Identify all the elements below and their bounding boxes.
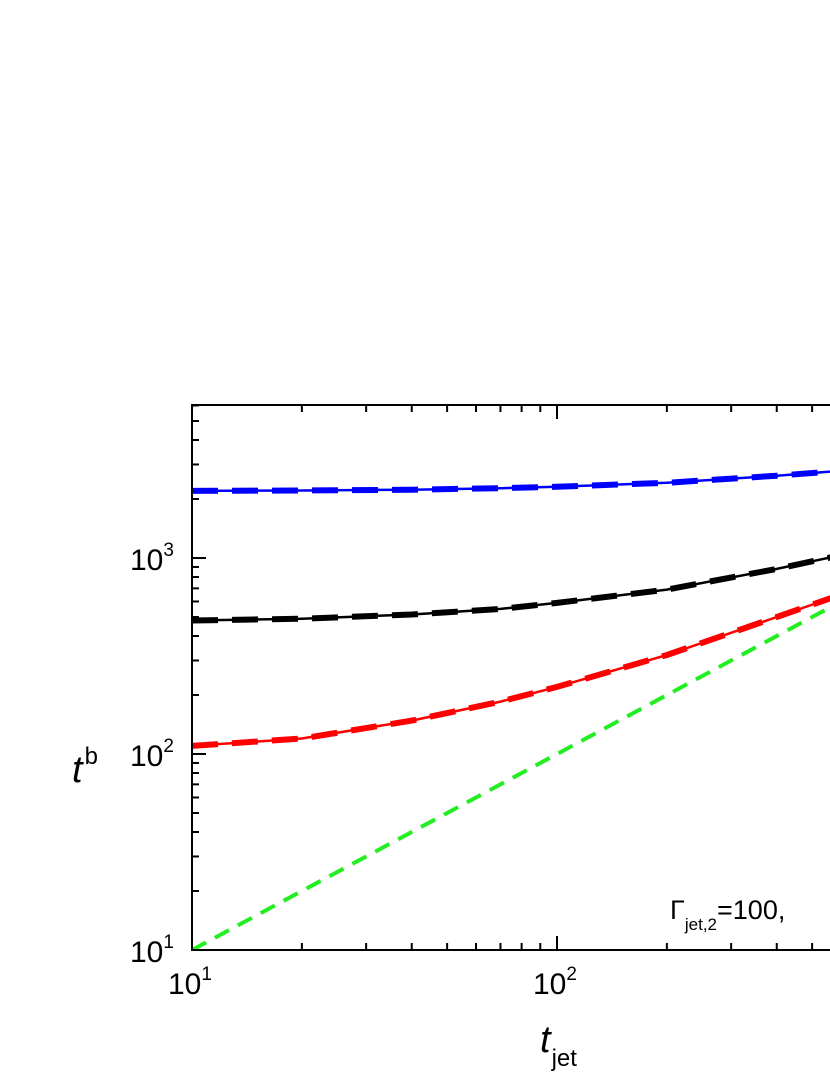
series-line-dashed <box>192 468 830 494</box>
x-axis-title-main: t <box>540 1019 552 1061</box>
y-tick-label: 103 <box>130 540 174 577</box>
annotation-symbol: Γ <box>670 895 685 925</box>
x-axis-title-sub: jet <box>551 1045 578 1072</box>
y-axis-title-sub: b <box>85 743 98 770</box>
y-axis-title: tb <box>72 743 98 791</box>
x-tick-label: 102 <box>533 964 577 1001</box>
annotation-sub: jet,2 <box>684 915 717 934</box>
series-line <box>192 597 830 748</box>
series-line <box>192 556 830 622</box>
axis-ticks <box>191 404 814 951</box>
series-line <box>192 605 830 950</box>
series-lines <box>192 468 830 950</box>
x-axis-title: tjet <box>540 1019 577 1072</box>
y-tick-label: 102 <box>130 736 174 773</box>
tick-labels: 101 102 101 102 103 <box>130 540 577 1001</box>
y-tick-label: 101 <box>130 932 174 969</box>
annotation: Γjet,2=100, <box>670 895 785 934</box>
series-line-dashed <box>192 554 830 624</box>
annotation-text: =100, <box>717 895 785 925</box>
y-axis-title-main: t <box>72 749 84 791</box>
x-tick-label: 101 <box>168 964 212 1001</box>
plot-frame <box>191 404 830 951</box>
series-line-dashed <box>192 595 830 749</box>
